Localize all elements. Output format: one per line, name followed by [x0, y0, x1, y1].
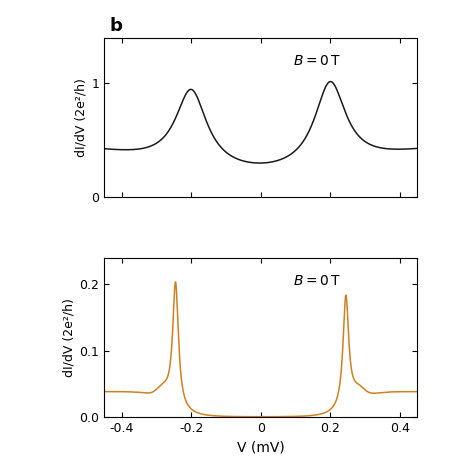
Text: $\mathit{B} = 0\,\mathrm{T}$: $\mathit{B} = 0\,\mathrm{T}$	[293, 54, 341, 68]
Text: b: b	[109, 17, 123, 35]
Y-axis label: dI/dV (2e²/h): dI/dV (2e²/h)	[62, 298, 75, 377]
Text: $\mathit{B} = 0\,\mathrm{T}$: $\mathit{B} = 0\,\mathrm{T}$	[293, 273, 341, 288]
X-axis label: V (mV): V (mV)	[237, 440, 284, 455]
Y-axis label: dI/dV (2e²/h): dI/dV (2e²/h)	[74, 78, 87, 157]
